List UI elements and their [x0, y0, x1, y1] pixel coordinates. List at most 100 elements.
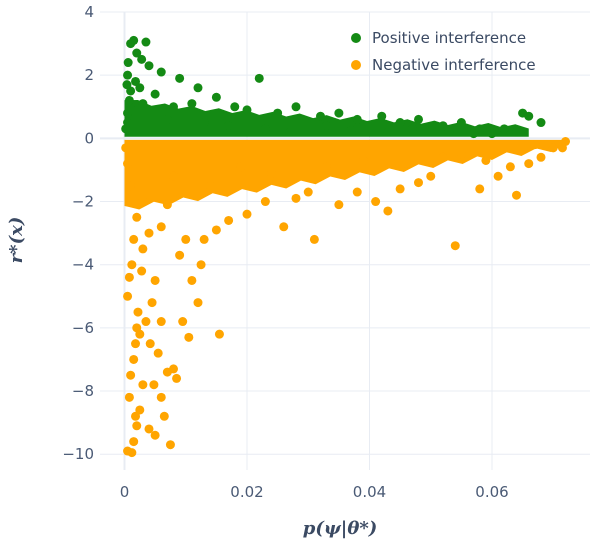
negative-point — [153, 348, 163, 358]
negative-point — [149, 380, 159, 390]
negative-point — [493, 171, 503, 181]
negative-point — [414, 178, 423, 188]
positive-point — [322, 121, 332, 131]
negative-point — [236, 162, 246, 172]
negative-point — [371, 197, 381, 207]
negative-point — [127, 448, 137, 458]
positive-point — [129, 35, 139, 45]
negative-point — [165, 440, 175, 450]
positive-point — [438, 121, 448, 131]
negative-point — [267, 168, 276, 178]
positive-point — [316, 111, 325, 121]
negative-point — [126, 181, 136, 191]
negative-point — [557, 143, 567, 153]
y-axis-title: r*(x) — [6, 217, 27, 264]
x-axis-title: p(ψ|θ*) — [303, 518, 378, 539]
positive-point — [377, 111, 387, 121]
negative-point — [135, 329, 145, 339]
positive-point — [285, 127, 295, 137]
negative-point — [358, 155, 368, 165]
y-tick-label: 2 — [84, 66, 94, 84]
negative-point — [193, 298, 203, 308]
negative-point — [147, 298, 157, 308]
negative-point — [127, 260, 137, 270]
negative-point — [172, 373, 182, 383]
negative-point — [159, 411, 169, 421]
negative-point — [475, 184, 485, 194]
negative-point — [260, 197, 270, 207]
positive-point — [414, 114, 423, 124]
negative-point — [481, 155, 491, 165]
positive-point — [135, 83, 145, 93]
negative-point — [505, 162, 515, 172]
x-tick-label: 0.02 — [230, 483, 263, 501]
positive-point — [456, 118, 466, 128]
positive-point — [260, 124, 270, 134]
positive-point — [273, 108, 283, 118]
positive-point — [123, 118, 133, 128]
positive-point — [131, 76, 141, 86]
y-tick-label: −6 — [72, 319, 94, 337]
positive-point — [224, 121, 234, 131]
positive-point — [175, 73, 185, 83]
negative-point — [129, 354, 139, 364]
positive-point — [199, 118, 209, 128]
positive-point — [138, 99, 148, 109]
negative-point — [196, 260, 206, 270]
negative-point — [126, 370, 136, 380]
negative-point — [401, 159, 411, 169]
y-axis-ticks: 4 2 0 −2 −4 −6 −8 −10 — [62, 3, 94, 463]
positive-point — [407, 124, 417, 134]
positive-point — [144, 61, 154, 71]
positive-point — [211, 92, 221, 102]
negative-point — [184, 332, 194, 342]
grid — [100, 11, 590, 470]
negative-point — [133, 307, 143, 317]
negative-point — [121, 143, 131, 153]
positive-point — [346, 125, 356, 135]
positive-point — [141, 37, 151, 47]
negative-point — [137, 266, 147, 276]
negative-point — [138, 244, 148, 254]
negative-point — [145, 339, 155, 349]
negative-point — [524, 159, 534, 169]
positive-point — [123, 58, 133, 68]
positive-point — [291, 102, 301, 112]
negative-point — [131, 411, 141, 421]
positive-point — [536, 118, 546, 128]
negative-point — [124, 392, 134, 402]
negative-point — [169, 364, 178, 374]
positive-point — [487, 129, 497, 139]
negative-point — [322, 162, 332, 172]
negative-point — [530, 140, 540, 150]
negative-point — [187, 275, 197, 285]
y-tick-label: 0 — [84, 129, 94, 147]
positive-point — [383, 127, 393, 137]
negative-point — [123, 291, 133, 301]
positive-point — [156, 67, 166, 77]
positive-point — [524, 111, 534, 121]
positive-point — [187, 99, 197, 109]
negative-point — [438, 152, 448, 162]
negative-point — [242, 209, 252, 219]
negative-point — [124, 272, 134, 282]
legend-label-negative: Negative interference — [372, 56, 536, 74]
negative-point — [383, 206, 393, 216]
positive-point — [242, 105, 252, 115]
negative-point — [352, 187, 362, 197]
y-tick-label: 4 — [84, 3, 94, 21]
x-tick-label: 0.06 — [475, 483, 508, 501]
negative-point — [175, 250, 185, 260]
negative-point — [129, 234, 139, 244]
negative-point — [150, 275, 160, 285]
negative-point — [131, 339, 141, 349]
x-axis-ticks: 0 0.02 0.04 0.06 — [120, 483, 509, 501]
negative-point — [156, 392, 166, 402]
legend-marker-positive — [351, 33, 361, 43]
negative-point — [181, 234, 191, 244]
positive-point — [193, 83, 203, 93]
negative-point — [211, 225, 221, 235]
positive-point — [132, 48, 142, 58]
negative-point — [169, 171, 178, 181]
x-tick-label: 0 — [120, 483, 130, 501]
